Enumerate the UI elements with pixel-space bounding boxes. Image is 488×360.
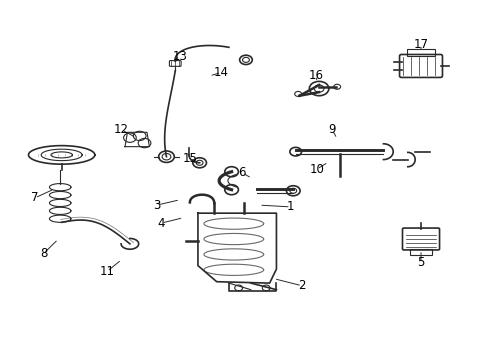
Text: 17: 17 bbox=[413, 38, 427, 51]
Text: 2: 2 bbox=[298, 279, 305, 292]
Text: 9: 9 bbox=[328, 123, 335, 136]
Text: 16: 16 bbox=[308, 69, 324, 82]
Text: 6: 6 bbox=[238, 166, 245, 179]
Text: 5: 5 bbox=[416, 256, 424, 269]
Text: 11: 11 bbox=[99, 265, 114, 278]
Text: 4: 4 bbox=[158, 216, 165, 230]
Text: 1: 1 bbox=[286, 201, 294, 213]
Text: 15: 15 bbox=[182, 152, 197, 165]
Text: 3: 3 bbox=[153, 199, 160, 212]
Text: 10: 10 bbox=[308, 163, 324, 176]
Text: 13: 13 bbox=[172, 50, 187, 63]
Bar bbox=[409, 249, 431, 255]
Text: 8: 8 bbox=[40, 247, 47, 260]
Text: 14: 14 bbox=[213, 66, 228, 79]
Text: 7: 7 bbox=[31, 192, 39, 204]
Text: 12: 12 bbox=[114, 123, 129, 136]
Bar bbox=[407, 49, 434, 56]
